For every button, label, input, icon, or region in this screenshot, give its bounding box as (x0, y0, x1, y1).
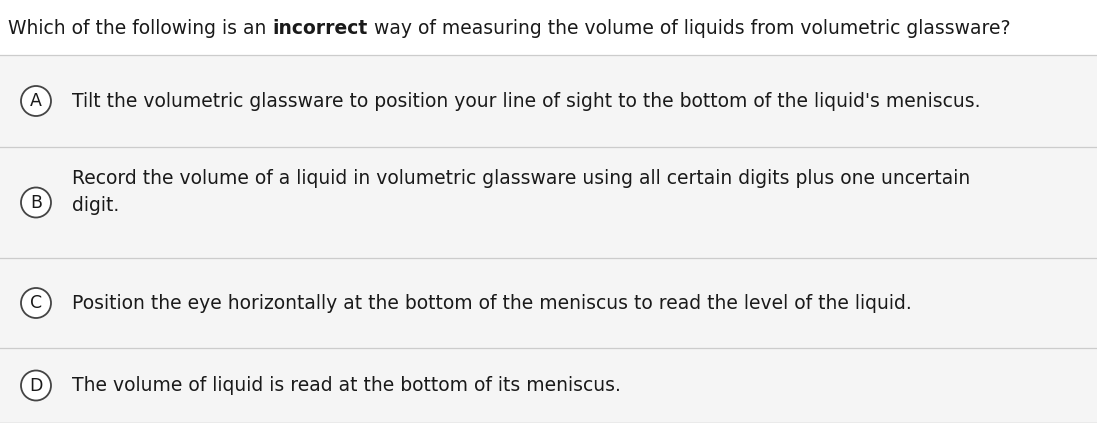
Text: A: A (30, 92, 42, 110)
Ellipse shape (21, 371, 50, 401)
Bar (0, 348, 1097, 423)
Text: Position the eye horizontally at the bottom of the meniscus to read the level of: Position the eye horizontally at the bot… (72, 294, 912, 313)
Text: Tilt the volumetric glassware to position your line of sight to the bottom of th: Tilt the volumetric glassware to positio… (72, 91, 981, 110)
Text: Record the volume of a liquid in volumetric glassware using all certain digits p: Record the volume of a liquid in volumet… (72, 169, 970, 215)
Ellipse shape (21, 86, 50, 116)
Ellipse shape (21, 288, 50, 318)
Ellipse shape (21, 187, 50, 217)
Bar (0, 55, 1097, 147)
Bar (0, 0, 1097, 55)
Text: D: D (30, 376, 43, 395)
Bar (0, 147, 1097, 258)
Text: way of measuring the volume of liquids from volumetric glassware?: way of measuring the volume of liquids f… (367, 19, 1010, 38)
Text: C: C (30, 294, 42, 312)
Text: B: B (30, 193, 42, 212)
Text: The volume of liquid is read at the bottom of its meniscus.: The volume of liquid is read at the bott… (72, 376, 621, 395)
Bar (0, 258, 1097, 348)
Text: Which of the following is an: Which of the following is an (8, 19, 272, 38)
Text: incorrect: incorrect (272, 19, 367, 38)
